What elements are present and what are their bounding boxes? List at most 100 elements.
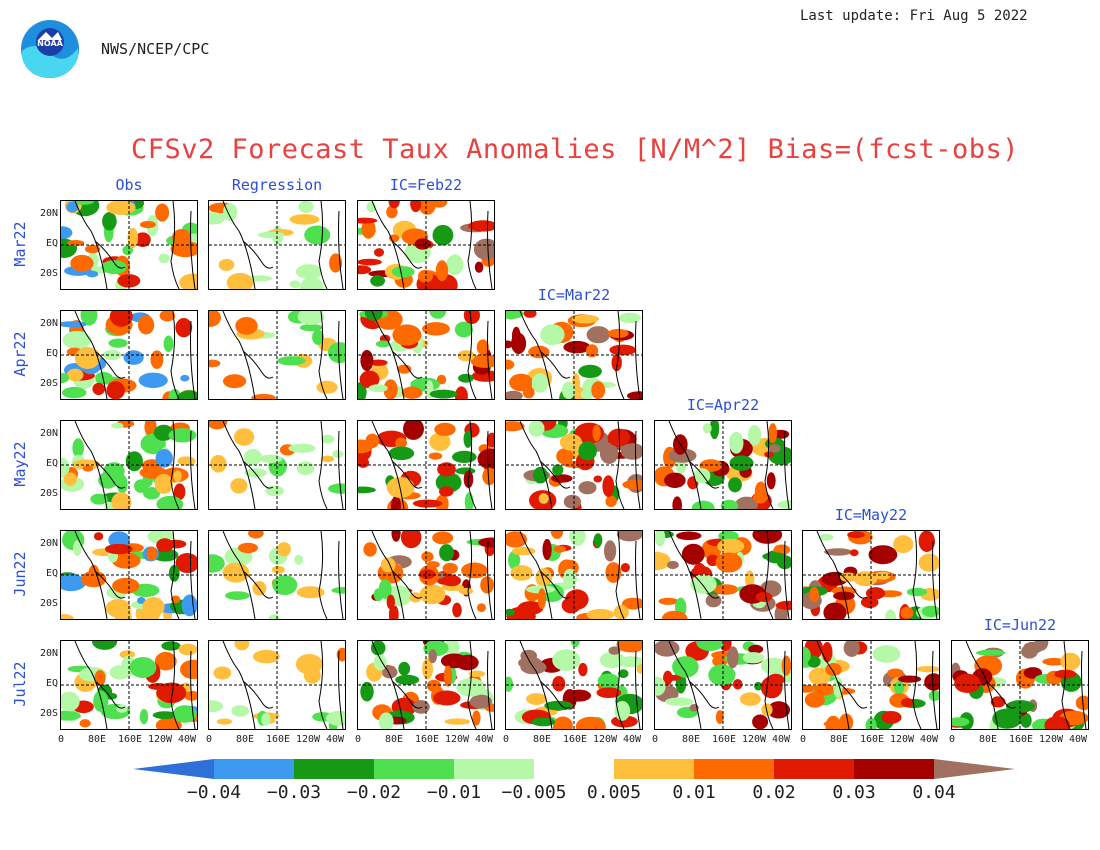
anomaly-map [655,641,791,729]
anomaly-blob [655,641,680,657]
anomaly-blob [894,681,905,695]
ic-header: IC=Feb22 [389,176,463,194]
anomaly-blob [713,584,739,595]
anomaly-blob [508,550,521,570]
anomaly-blob [102,212,117,231]
anomaly-map [506,531,642,619]
anomaly-blob [143,487,161,500]
anomaly-blob [452,450,477,463]
coastline [222,531,344,619]
lat-tick: EQ [45,238,58,249]
anomaly-map [209,201,345,289]
anomaly-blob [531,373,549,393]
anomaly-blob [626,391,642,399]
lat-tick: EQ [45,568,58,579]
lat-tick: 20N [39,428,58,439]
anomaly-blob [253,649,280,664]
row-label: Jul22 [11,661,29,707]
anomaly-blob [847,531,865,539]
anomaly-blob [429,389,458,399]
anomaly-blob [1075,695,1088,711]
anomaly-blob [434,422,456,436]
anomaly-blob [398,661,411,676]
anomaly-blob [452,602,462,618]
lat-tick: EQ [45,348,58,359]
anomaly-blob [506,359,515,370]
anomaly-blob [604,540,617,562]
noaa-logo: NOAA [20,18,80,80]
anomaly-blob [213,666,232,680]
anomaly-blob [509,373,534,392]
anomaly-blob [395,674,420,685]
anomaly-blob [729,455,754,471]
colorbar-extend-high [934,759,1015,779]
anomaly-blob [565,589,589,610]
anomaly-blob [885,609,896,619]
anomaly-blob [428,452,443,460]
anomaly-blob [127,227,139,249]
colorbar-label: 0.005 [586,782,642,803]
anomaly-blob [122,245,133,256]
row-label: Mar22 [11,221,29,267]
anomaly-blob [586,326,610,344]
row-label: Apr22 [11,331,29,377]
anomaly-blob [412,700,430,714]
anomaly-blob [690,574,717,594]
anomaly-blob [918,531,935,552]
anomaly-blob [439,486,454,497]
anomaly-blob [251,393,276,399]
anomaly-blob [593,475,603,483]
anomaly-blob [235,317,258,335]
last-update-text: Last update: Fri Aug 5 2022 [800,8,1028,24]
anomaly-blob [532,466,548,484]
anomaly-blob [111,552,141,569]
forecast-panel [357,530,495,620]
anomaly-blob [117,474,128,494]
anomaly-blob [277,542,291,557]
coastline [371,201,493,289]
anomaly-blob [72,459,101,470]
anomaly-blob [506,608,515,616]
anomaly-blob [95,372,113,383]
anomaly-blob [388,446,415,461]
anomaly-blob [299,324,323,332]
anomaly-blob [616,641,642,653]
anomaly-blob [373,588,384,602]
anomaly-blob [897,675,922,683]
coastline [74,641,196,729]
lat-tick: EQ [45,458,58,469]
anomaly-blob [552,676,566,692]
anomaly-blob [849,549,859,557]
anomaly-blob [717,538,745,554]
anomaly-blob [400,531,422,549]
anomaly-map [506,641,642,729]
anomaly-blob [599,442,619,464]
anomaly-map [358,531,494,619]
anomaly-blob [622,597,642,610]
anomaly-blob [754,681,763,691]
anomaly-blob [928,690,939,701]
anomaly-blob [395,437,407,449]
anomaly-blob [421,551,434,562]
anomaly-blob [620,443,642,460]
lon-tick: 80E [88,734,107,745]
anomaly-blob [868,545,898,565]
anomaly-blob [520,649,537,663]
lon-tick: 120W [296,734,321,745]
anomaly-blob [412,499,443,508]
anomaly-blob [331,587,345,594]
anomaly-map [803,531,939,619]
anomaly-blob [168,428,197,443]
anomaly-blob [155,449,173,468]
anomaly-blob [365,433,380,449]
anomaly-blob [271,565,285,574]
anomaly-blob [663,674,682,681]
anomaly-blob [478,451,494,463]
coastline [74,201,196,289]
anomaly-blob [101,260,127,275]
anomaly-blob [361,219,376,239]
anomaly-blob [454,386,468,399]
anomaly-blob [300,277,324,289]
anomaly-blob [238,542,258,554]
anomaly-blob [391,531,401,542]
